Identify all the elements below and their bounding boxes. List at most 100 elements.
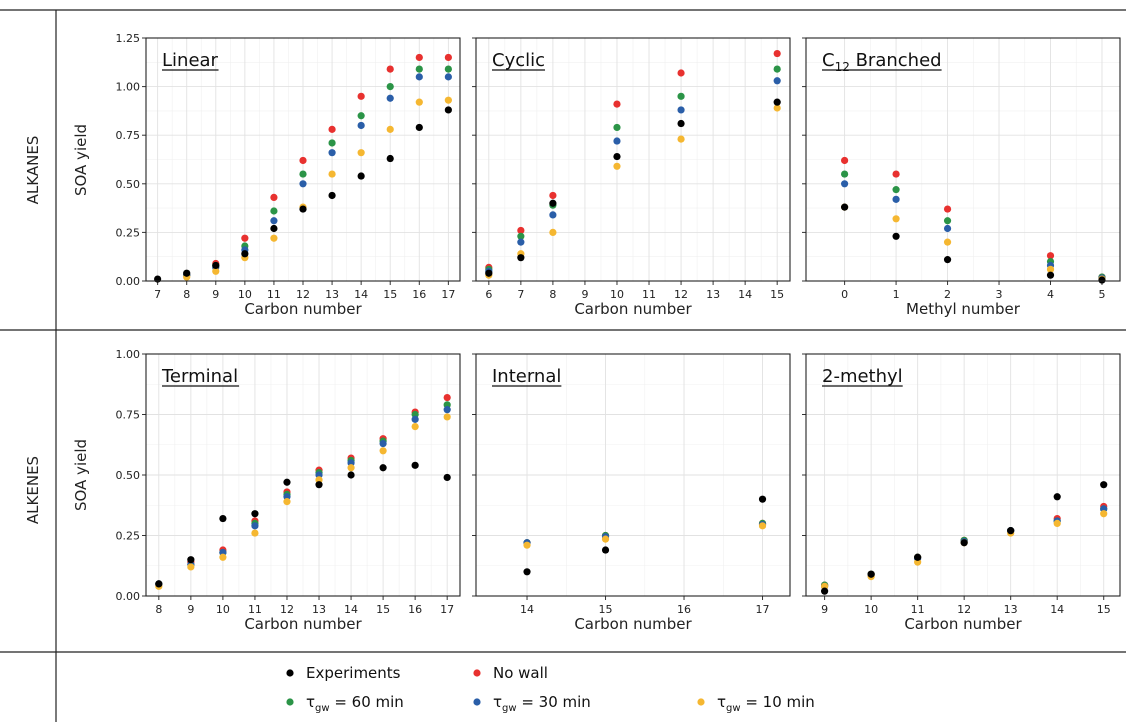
point-experiments <box>1098 276 1106 284</box>
x-tick-label: 0 <box>841 288 848 301</box>
point-experiments <box>183 269 191 277</box>
x-tick-label: 15 <box>376 603 390 616</box>
point-no_wall <box>773 49 781 58</box>
y-tick-label: 0.00 <box>116 275 141 288</box>
x-tick-label: 16 <box>677 603 691 616</box>
point-tau60 <box>613 123 621 132</box>
point-tau60 <box>357 112 365 120</box>
legend-marker <box>473 698 481 706</box>
x-tick-label: 12 <box>296 288 310 301</box>
point-experiments <box>187 556 195 564</box>
legend-label: τgw = 10 min <box>717 693 815 714</box>
point-tau10 <box>892 215 900 223</box>
panel-title: Internal <box>492 366 561 387</box>
panel-1: 6 7 8 9 10 11 12 13 14 15 Carbon number Cyclic <box>472 37 791 318</box>
point-tau10 <box>187 563 195 571</box>
point-experiments <box>241 250 249 258</box>
point-tau30 <box>444 73 452 81</box>
x-axis-label: Carbon number <box>244 615 362 633</box>
panel-title: 2-methyl <box>822 366 903 387</box>
point-tau30 <box>251 522 259 530</box>
x-axis-label: Methyl number <box>906 300 1021 318</box>
point-tau60 <box>415 65 423 73</box>
point-no_wall <box>270 193 278 202</box>
y-tick-label: 0.50 <box>116 469 141 482</box>
point-no_wall <box>299 156 307 165</box>
x-tick-label: 17 <box>440 603 454 616</box>
point-no_wall <box>892 170 900 178</box>
point-tau10 <box>443 413 451 421</box>
point-no_wall <box>386 65 394 73</box>
y-tick-label: 0.75 <box>116 409 141 422</box>
point-tau60 <box>328 139 336 147</box>
point-tau30 <box>892 195 900 203</box>
panel-title: Cyclic <box>492 50 545 71</box>
point-experiments <box>960 539 968 547</box>
point-tau30 <box>773 77 781 85</box>
point-experiments <box>1100 481 1108 489</box>
x-tick-label: 15 <box>599 603 613 616</box>
x-tick-label: 14 <box>1050 603 1064 616</box>
point-tau10 <box>601 535 610 543</box>
x-tick-label: 9 <box>581 288 588 301</box>
panel-border <box>805 353 1121 597</box>
point-no_wall <box>517 226 525 235</box>
point-no_wall <box>1046 252 1055 260</box>
point-tau10 <box>677 135 685 143</box>
point-no_wall <box>443 393 451 402</box>
x-tick-label: 14 <box>738 288 752 301</box>
point-tau60 <box>841 170 849 178</box>
legend-label: τgw = 60 min <box>306 693 404 714</box>
point-experiments <box>613 152 621 161</box>
point-tau30 <box>357 121 365 130</box>
point-tau30 <box>386 94 394 102</box>
legend-marker <box>286 698 294 706</box>
point-tau10 <box>379 447 387 455</box>
point-tau60 <box>270 207 278 215</box>
point-no_wall <box>241 234 249 242</box>
x-tick-label: 8 <box>155 603 162 616</box>
point-tau10 <box>1046 265 1055 273</box>
panel-3: 0.00 0.25 0.50 0.75 1.00 8 9 10 11 12 13 14 15 16 17 Ca… <box>116 348 461 633</box>
point-tau10 <box>283 498 291 506</box>
point-tau30 <box>415 73 423 81</box>
point-experiments <box>821 587 829 595</box>
point-experiments <box>155 580 163 588</box>
x-tick-label: 9 <box>187 603 194 616</box>
panel-0: 0.00 0.25 0.50 0.75 1.00 1.25 7 8 9 10 11 12 13 14 15 1… <box>116 32 461 318</box>
legend-marker <box>697 698 705 706</box>
x-tick-label: 4 <box>1047 288 1054 301</box>
point-experiments <box>283 478 291 486</box>
point-experiments <box>773 98 781 106</box>
point-experiments <box>1007 527 1015 535</box>
point-experiments <box>212 261 220 270</box>
y-tick-label: 0.25 <box>116 226 141 239</box>
panel-border <box>145 37 461 282</box>
x-tick-label: 17 <box>756 603 770 616</box>
x-tick-label: 16 <box>408 603 422 616</box>
point-tau10 <box>415 98 423 106</box>
x-tick-label: 14 <box>520 603 534 616</box>
point-tau30 <box>943 224 952 233</box>
point-experiments <box>914 553 922 561</box>
point-tau10 <box>444 96 452 104</box>
point-tau30 <box>379 439 387 448</box>
point-experiments <box>315 481 323 489</box>
legend-item-tau30: τgw = 30 min <box>473 693 591 714</box>
point-no_wall <box>328 125 336 133</box>
panel-border <box>145 353 461 597</box>
point-experiments <box>758 495 767 503</box>
point-experiments <box>299 205 307 213</box>
point-experiments <box>867 570 875 578</box>
x-tick-label: 11 <box>267 288 281 301</box>
legend-label: No wall <box>493 664 548 682</box>
y-tick-label: 1.00 <box>116 81 141 94</box>
legend-item-no_wall: No wall <box>473 664 548 682</box>
point-experiments <box>415 123 423 132</box>
point-experiments <box>443 473 451 482</box>
x-tick-label: 8 <box>549 288 556 301</box>
point-no_wall <box>841 156 849 165</box>
point-no_wall <box>549 191 557 200</box>
point-tau10 <box>549 228 557 236</box>
point-experiments <box>379 464 387 472</box>
